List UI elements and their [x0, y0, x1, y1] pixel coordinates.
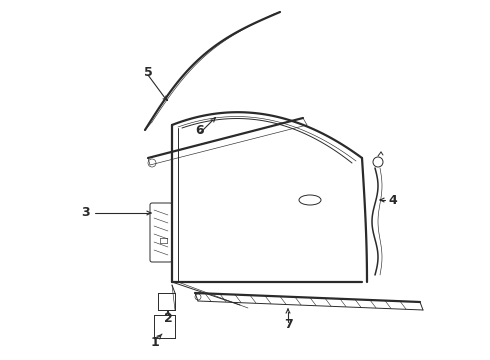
Text: 1: 1	[150, 336, 159, 348]
Text: 2: 2	[164, 311, 172, 324]
Text: 6: 6	[196, 123, 204, 136]
Text: 5: 5	[144, 66, 152, 78]
Text: 4: 4	[389, 194, 397, 207]
Text: 3: 3	[81, 207, 89, 220]
Text: 7: 7	[284, 319, 293, 332]
